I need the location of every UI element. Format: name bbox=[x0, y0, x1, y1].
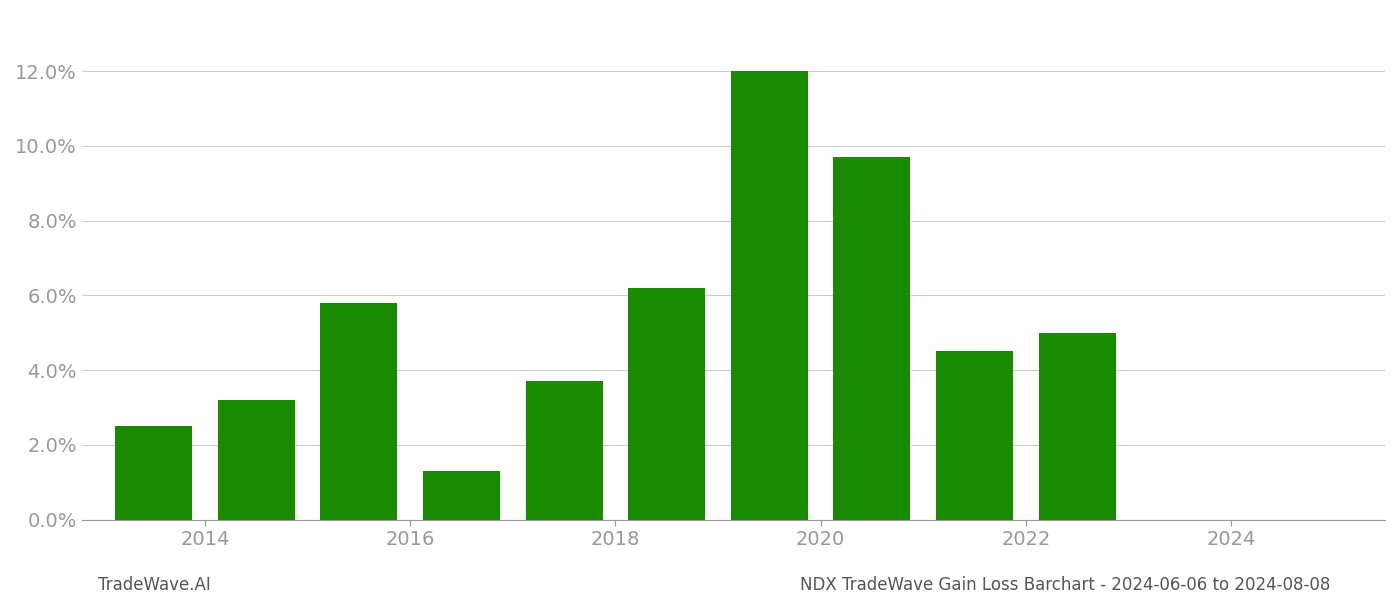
Bar bbox=[833, 157, 910, 520]
Bar bbox=[525, 381, 602, 520]
Bar bbox=[1039, 333, 1116, 520]
Bar bbox=[423, 471, 500, 520]
Bar bbox=[321, 303, 398, 520]
Text: TradeWave.AI: TradeWave.AI bbox=[98, 576, 211, 594]
Bar bbox=[937, 352, 1014, 520]
Bar bbox=[218, 400, 294, 520]
Bar bbox=[629, 288, 706, 520]
Text: NDX TradeWave Gain Loss Barchart - 2024-06-06 to 2024-08-08: NDX TradeWave Gain Loss Barchart - 2024-… bbox=[799, 576, 1330, 594]
Bar bbox=[731, 71, 808, 520]
Bar bbox=[115, 426, 192, 520]
